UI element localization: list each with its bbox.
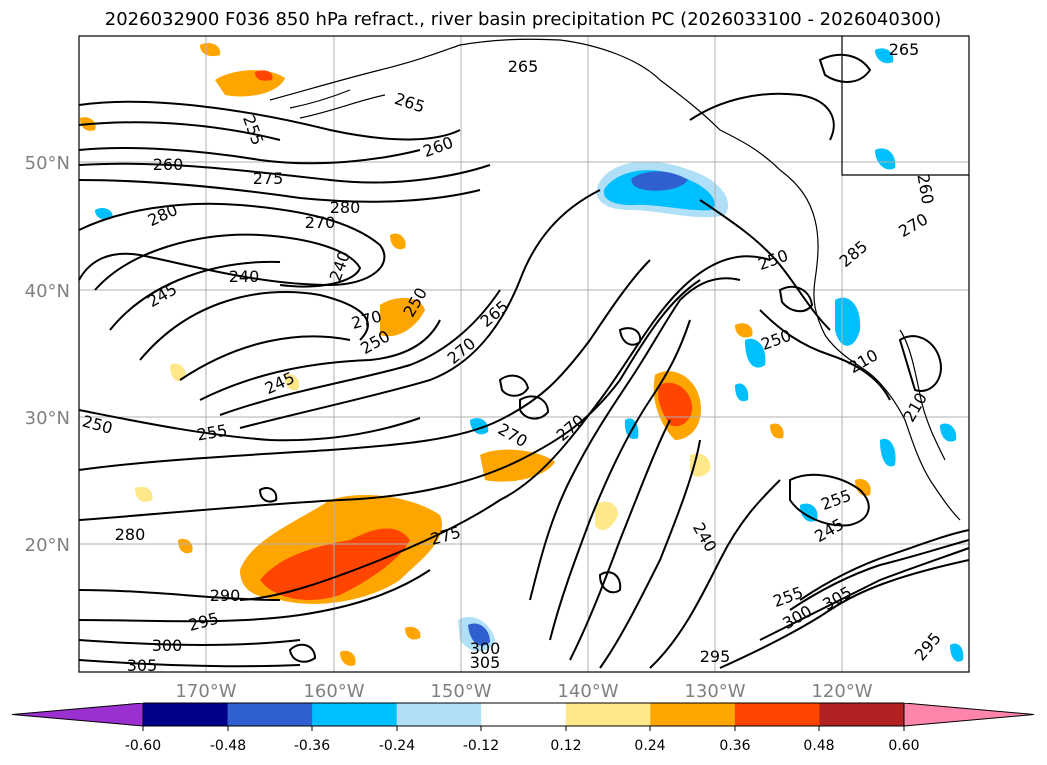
colorbar-cell (312, 703, 398, 726)
map-frame (78, 35, 970, 673)
colorbar-outline (11, 702, 1035, 727)
shade-blue-e2 (940, 423, 957, 442)
lon-label-140w: 140°W (557, 681, 618, 702)
colorbar-cell (481, 703, 567, 726)
contour-label: 305 (470, 653, 501, 672)
contour-label: 280 (115, 525, 146, 544)
colorbar-cell (143, 703, 229, 726)
colorbar: -0.60 -0.48 -0.36 -0.24 -0.12 0.12 0.24 … (11, 702, 1035, 754)
contour-label: 265 (508, 57, 539, 76)
contour-label: 240 (229, 267, 260, 286)
contour-label: 295 (700, 647, 731, 666)
shade-blue-coast2 (745, 338, 766, 368)
colorbar-ticks (142, 726, 905, 731)
shade-blue-ne (875, 148, 896, 170)
gridlines (79, 36, 969, 672)
lon-label-160w: 160°W (303, 681, 364, 702)
shade-red-140w (658, 382, 693, 427)
lon-label-120w: 120°W (811, 681, 872, 702)
contour-label: 305 (127, 656, 158, 675)
map-background (79, 36, 969, 672)
lon-label-150w: 150°W (430, 681, 491, 702)
colorbar-tick-label: -0.36 (294, 738, 330, 754)
shade-yellow-3 (595, 501, 618, 531)
contour-label: 290 (210, 586, 241, 605)
precip-shading (80, 43, 964, 666)
shade-yellow-11 (735, 323, 753, 338)
shade-blue-e (735, 383, 749, 402)
shade-red-central (260, 528, 410, 600)
shade-yellow-10 (390, 233, 406, 250)
shade-yellow-5 (170, 363, 186, 382)
lon-label-130w: 130°W (684, 681, 745, 702)
map-area: 265 265 255 260 260 275 280 280 270 240 … (78, 35, 970, 675)
colorbar-cell (734, 703, 820, 726)
colorbar-extend-low (12, 703, 143, 726)
shade-blue-coast3 (880, 438, 896, 467)
shade-blue-coast4 (800, 503, 818, 522)
shade-yellow-6 (135, 486, 153, 502)
lat-label-40n: 40°N (25, 281, 70, 302)
lat-label-30n: 30°N (25, 408, 70, 429)
colorbar-tick-label: 0.36 (719, 738, 750, 754)
colorbar-tick-label: -0.48 (210, 738, 246, 754)
colorbar-tick-label: 0.24 (634, 738, 665, 754)
shade-yellow-15 (340, 650, 356, 666)
shade-yellow-7 (284, 374, 300, 391)
colorbar-cell (819, 703, 905, 726)
contour-label: 275 (253, 169, 284, 188)
colorbar-cells (12, 703, 1034, 726)
contour-label: 300 (152, 636, 183, 655)
shade-yellow-16 (770, 423, 784, 439)
shade-mid-gulf (631, 171, 688, 191)
latitude-labels: 50°N 40°N 30°N 20°N (25, 153, 70, 556)
lat-label-50n: 50°N (25, 153, 70, 174)
colorbar-tick-label: -0.60 (125, 738, 161, 754)
shade-blue-ne2 (875, 48, 894, 64)
lon-label-170w: 170°W (175, 681, 236, 702)
lat-label-20n: 20°N (25, 535, 70, 556)
colorbar-cell (565, 703, 651, 726)
map-title: 2026032900 F036 850 hPa refract., river … (105, 9, 941, 30)
colorbar-tick-label: 0.48 (803, 738, 834, 754)
shade-yellow-9 (200, 43, 221, 57)
colorbar-cell (396, 703, 482, 726)
colorbar-extend-high (904, 703, 1034, 726)
contour-label: 300 (470, 639, 501, 658)
longitude-labels: 170°W 160°W 150°W 140°W 130°W 120°W (175, 681, 872, 702)
shade-red-bering (255, 70, 273, 81)
shade-yellow-12 (855, 478, 871, 496)
shade-yellow-13 (178, 538, 193, 554)
shade-navy-south (468, 623, 490, 646)
colorbar-cell (650, 703, 736, 726)
colorbar-tick-label: -0.24 (379, 738, 415, 754)
contour-label: 265 (889, 40, 920, 59)
contour-label: 260 (153, 155, 184, 174)
colorbar-cell (227, 703, 313, 726)
shade-yellow-14 (405, 626, 421, 640)
colorbar-tick-label: 0.60 (888, 738, 919, 754)
shade-blue-coast (835, 297, 861, 346)
contour-label: 280 (330, 198, 361, 217)
colorbar-tick-label: -0.12 (463, 738, 499, 754)
refractivity-contours (78, 53, 970, 669)
shade-blue-nwcorner (95, 207, 113, 220)
colorbar-tick-label: 0.12 (550, 738, 581, 754)
shade-yellow-2 (380, 298, 425, 337)
contour-label: 270 (305, 213, 336, 232)
shade-blue-se (950, 643, 964, 662)
